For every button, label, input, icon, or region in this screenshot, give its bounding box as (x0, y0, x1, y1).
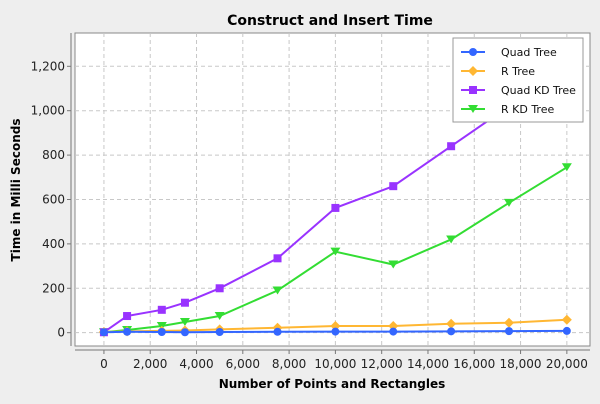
legend-item-r-tree: R Tree (461, 65, 535, 78)
x-tick-label: 6,000 (226, 357, 260, 371)
x-tick-label: 8,000 (272, 357, 306, 371)
data-point-quad-tree (447, 327, 456, 336)
legend-marker-r-kd-tree (468, 105, 478, 113)
x-tick-label: 0 (100, 357, 108, 371)
y-tick-label: 0 (57, 326, 65, 340)
x-axis-label: Number of Points and Rectangles (219, 377, 446, 391)
y-tick-label: 1,000 (31, 104, 65, 118)
legend-marker-quad-kd-tree (469, 86, 477, 94)
data-point-quad-tree (504, 327, 513, 336)
data-point-quad-tree (273, 327, 282, 336)
data-point-r-kd-tree (561, 163, 572, 172)
data-point-r-kd-tree (179, 318, 190, 327)
data-point-r-kd-tree (330, 247, 341, 256)
data-point-quad-tree (562, 326, 571, 335)
legend-label: R KD Tree (501, 103, 554, 116)
data-point-quad-tree (180, 328, 189, 337)
series-r-kd-tree (98, 163, 572, 337)
x-tick-label: 20,000 (546, 357, 588, 371)
y-tick-label: 400 (42, 237, 65, 251)
data-point-quad-tree (389, 327, 398, 336)
data-point-r-kd-tree (446, 235, 457, 244)
data-point-quad-kd-tree (447, 142, 456, 151)
data-point-r-kd-tree (388, 260, 399, 269)
axes: 0 2,000 4,000 6,000 8,000 10,000 12,000 14,000 1… (31, 33, 590, 371)
x-tick-label: 12,000 (361, 357, 403, 371)
data-point-quad-kd-tree (331, 203, 340, 212)
legend-label: Quad KD Tree (501, 84, 576, 97)
series-line-quad-kd-tree (103, 105, 510, 334)
y-tick-label: 800 (42, 148, 65, 162)
data-point-quad-kd-tree (157, 305, 166, 314)
data-point-quad-tree (123, 327, 132, 336)
data-point-r-kd-tree (503, 198, 514, 207)
data-point-r-kd-tree (272, 286, 283, 295)
data-point-quad-kd-tree (123, 312, 132, 321)
x-tick-label: 10,000 (314, 357, 356, 371)
x-tick-label: 2,000 (133, 357, 167, 371)
y-tick-label: 1,200 (31, 59, 65, 73)
data-point-quad-kd-tree (180, 298, 189, 307)
data-point-quad-tree (215, 328, 224, 337)
x-tick-label: 16,000 (453, 357, 495, 371)
data-point-quad-tree (157, 328, 166, 337)
y-axis-label: Time in Milli Seconds (9, 119, 23, 262)
data-point-r-tree (503, 317, 514, 328)
y-tick-label: 600 (42, 192, 65, 206)
legend-label: R Tree (501, 65, 535, 78)
x-tick-label: 4,000 (179, 357, 213, 371)
data-point-quad-kd-tree (389, 182, 398, 191)
legend-item-quad-kd-tree: Quad KD Tree (461, 84, 576, 97)
legend-item-r-kd-tree: R KD Tree (461, 103, 554, 116)
x-tick-label: 14,000 (407, 357, 449, 371)
legend-item-quad-tree: Quad Tree (461, 46, 557, 59)
legend-marker-quad-tree (469, 48, 477, 56)
data-point-r-tree (561, 314, 572, 325)
x-tick-label: 18,000 (500, 357, 542, 371)
data-point-quad-kd-tree (215, 284, 224, 293)
data-point-quad-tree (331, 327, 340, 336)
data-point-r-tree (446, 318, 457, 329)
y-tick-label: 200 (42, 281, 65, 295)
data-point-quad-tree (99, 328, 108, 337)
chart-title: Construct and Insert Time (227, 13, 433, 29)
legend-marker-r-tree (468, 66, 478, 76)
legend: Quad Tree R Tree Quad KD Tree R KD Tree (452, 37, 584, 123)
data-point-r-kd-tree (214, 312, 225, 321)
series-quad-tree (99, 326, 571, 337)
data-point-quad-kd-tree (273, 254, 282, 263)
legend-label: Quad Tree (501, 46, 557, 59)
